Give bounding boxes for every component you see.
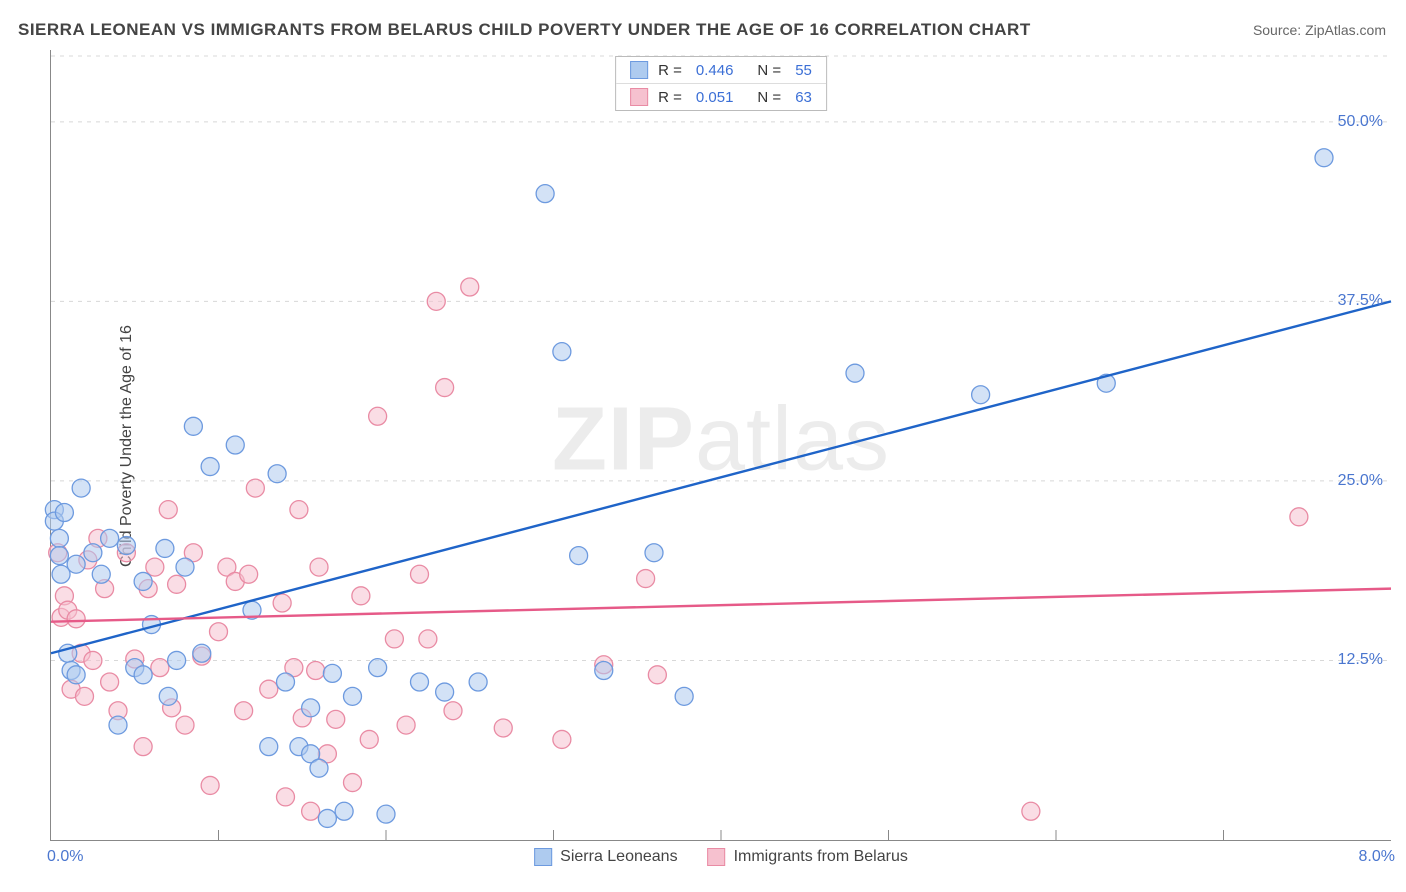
legend-swatch [630,88,648,106]
r-value: 0.051 [696,89,734,106]
legend-swatch [534,848,552,866]
y-tick-label: 50.0% [1338,113,1383,131]
source-prefix: Source: [1253,22,1305,38]
stats-legend-row: R = 0.446 N = 55 [616,57,826,83]
stats-legend-row: R = 0.051 N = 63 [616,83,826,110]
r-label: R = [658,62,682,79]
legend-swatch [708,848,726,866]
series-legend: Sierra Leoneans Immigrants from Belarus [534,848,908,866]
plot-area: ZIPatlas R =0.446N =55R =0.051N =63 Sier… [50,50,1391,841]
r-value: 0.446 [696,62,734,79]
n-value: 55 [795,62,812,79]
source-attribution: Source: ZipAtlas.com [1253,22,1386,38]
plot-svg [51,50,1391,840]
legend-label: Sierra Leoneans [560,848,677,866]
x-axis-min-label: 0.0% [47,848,83,866]
chart-title: SIERRA LEONEAN VS IMMIGRANTS FROM BELARU… [18,20,1031,40]
n-label: N = [757,62,781,79]
chart-container: SIERRA LEONEAN VS IMMIGRANTS FROM BELARU… [0,0,1406,892]
y-tick-label: 25.0% [1338,472,1383,490]
y-tick-label: 12.5% [1338,651,1383,669]
stats-legend: R = 0.446 N = 55 R = 0.051 N = 63 [615,56,827,111]
n-label: N = [757,89,781,106]
legend-label: Immigrants from Belarus [734,848,908,866]
legend-swatch [630,61,648,79]
x-axis-max-label: 8.0% [1359,848,1395,866]
n-value: 63 [795,89,812,106]
legend-item: Immigrants from Belarus [708,848,908,866]
r-label: R = [658,89,682,106]
legend-item: Sierra Leoneans [534,848,677,866]
source-link[interactable]: ZipAtlas.com [1305,22,1386,38]
y-tick-label: 37.5% [1338,292,1383,310]
